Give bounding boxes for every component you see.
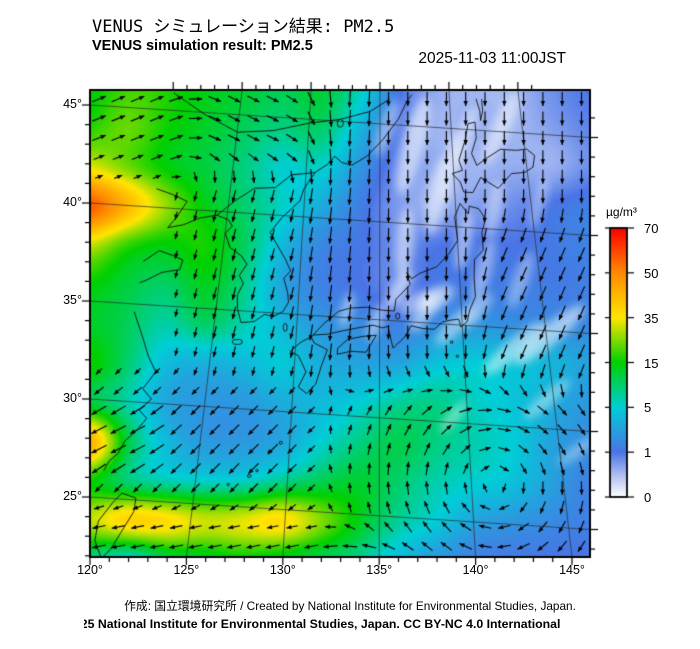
colorbar-tick-5: 5 <box>644 400 652 416</box>
copyright-line-container: ©2025 National Institute for Environment… <box>84 615 593 633</box>
lon-label-120: 120° <box>77 563 103 577</box>
colorbar-tick-0: 0 <box>644 490 652 505</box>
lat-label-25: 25° <box>63 489 82 503</box>
colorbar-unit-label: µg/m³ <box>606 205 637 219</box>
lon-label-135: 135° <box>366 563 393 577</box>
lat-label-40: 40° <box>63 195 82 209</box>
lon-label-125: 125° <box>173 563 200 577</box>
lat-label-35: 35° <box>63 293 82 307</box>
colorbar-tick-1: 1 <box>644 445 652 461</box>
colorbar-tick-50: 50 <box>644 265 659 281</box>
lon-label-145: 145° <box>559 563 585 577</box>
copyright-line: ©2025 National Institute for Environment… <box>84 617 561 631</box>
lon-label-140: 140° <box>462 563 489 577</box>
colorbar-tick-15: 15 <box>644 355 659 371</box>
credit-line: 作成: 国立環境研究所 / Created by National Instit… <box>124 599 576 613</box>
lat-label-30: 30° <box>63 391 82 405</box>
lon-label-130: 130° <box>269 563 296 577</box>
lat-label-45: 45° <box>63 97 82 111</box>
page-title-english: VENUS simulation result: PM2.5 <box>92 38 313 54</box>
colorbar-tick-35: 35 <box>644 310 659 326</box>
colorbar-tick-70: 70 <box>644 221 659 236</box>
simulation-datetime: 2025-11-03 11:00JST <box>418 50 566 67</box>
page-title-japanese: VENUS シミュレーション結果: PM2.5 <box>92 17 395 37</box>
